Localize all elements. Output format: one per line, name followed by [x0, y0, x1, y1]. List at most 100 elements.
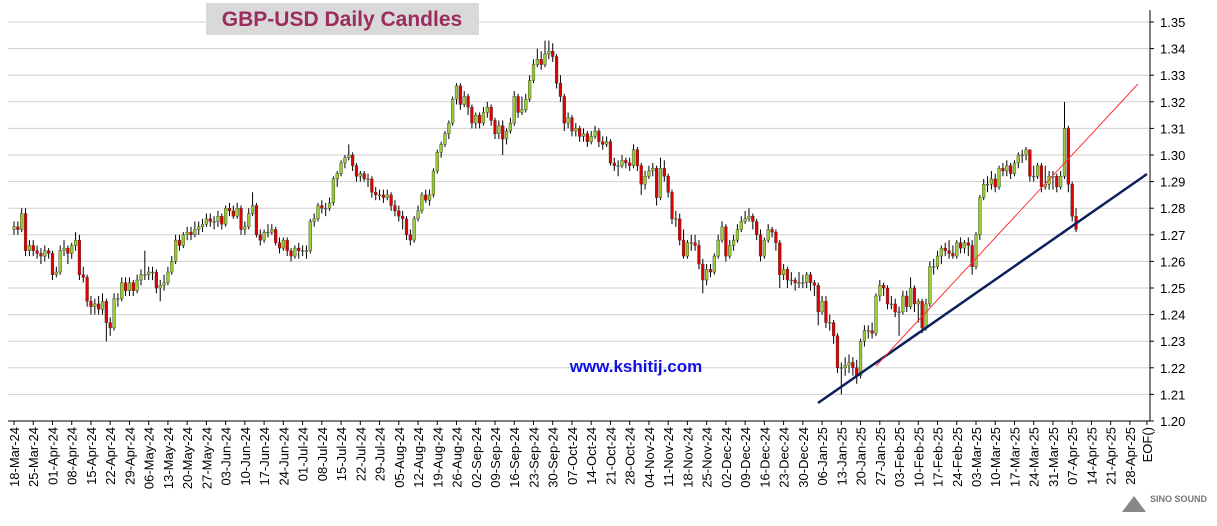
candle-body — [839, 367, 843, 369]
candle-body — [789, 279, 793, 282]
candle-body — [324, 207, 328, 210]
y-tick-label: 1.28 — [1160, 201, 1185, 216]
candle-body — [705, 269, 709, 281]
candle-body — [451, 98, 455, 124]
candle-body — [974, 234, 978, 267]
candle-body — [697, 245, 701, 265]
x-tick-label: 14-Apr-25 — [1084, 427, 1099, 485]
candle-body — [935, 255, 940, 267]
candle-body — [58, 250, 62, 273]
x-tick-label: 21-Oct-24 — [603, 427, 618, 485]
x-tick-label: 22-Jul-24 — [353, 427, 368, 481]
logo-text: SINO SOUND — [1150, 494, 1208, 504]
x-tick-label: 01-Apr-24 — [45, 427, 60, 485]
candle-body — [116, 298, 120, 300]
x-tick-label: 09-Dec-24 — [738, 427, 753, 488]
candle-body — [566, 117, 570, 124]
candle-body — [670, 192, 674, 220]
candle-body — [601, 141, 605, 145]
candle-body — [66, 247, 70, 254]
candle-body — [189, 231, 193, 235]
candle-body — [374, 192, 378, 196]
candle-body — [689, 242, 693, 244]
candle-body — [108, 322, 112, 329]
candle-body — [70, 245, 74, 254]
candle-body — [478, 114, 482, 124]
candle-body — [293, 247, 297, 257]
x-tick-label: 11-Nov-24 — [661, 427, 676, 487]
candle-body — [1035, 165, 1040, 177]
chart-title: GBP-USD Daily Candles — [222, 8, 462, 31]
candle-body — [897, 311, 901, 313]
candle-body — [597, 130, 601, 142]
candle-body — [808, 274, 813, 283]
candle-body — [939, 247, 943, 257]
candle-body — [216, 215, 220, 222]
y-tick-label: 1.22 — [1160, 361, 1185, 376]
candle-body — [27, 245, 31, 251]
title-box — [206, 3, 479, 35]
support-trendline — [817, 172, 1148, 405]
candle-body — [89, 301, 93, 307]
candle-body — [778, 242, 782, 275]
candle-body — [558, 82, 563, 97]
candle-body — [658, 168, 663, 198]
x-tick-label: 20-Jan-25 — [854, 427, 869, 486]
candle-body — [843, 364, 847, 369]
candle-body — [847, 362, 851, 366]
y-tick-label: 1.35 — [1160, 15, 1185, 30]
x-tick-label: 16-Dec-24 — [757, 427, 772, 488]
candle-body — [966, 242, 970, 246]
candle-body — [516, 96, 520, 113]
y-tick-label: 1.26 — [1160, 254, 1185, 269]
x-tick-label: 03-Mar-25 — [969, 427, 984, 487]
candle-body — [801, 282, 805, 284]
channel-trendline — [875, 83, 1139, 367]
candle-body — [901, 295, 905, 313]
x-tick-label: 03-Feb-25 — [892, 427, 907, 487]
candle-body — [93, 303, 97, 307]
candle-body — [35, 250, 39, 254]
candle-body — [885, 287, 890, 305]
candle-body — [489, 106, 493, 121]
logo: SINO SOUND — [1122, 494, 1208, 512]
candle-body — [220, 215, 224, 225]
candle-body — [470, 106, 474, 124]
candle-body — [620, 160, 624, 166]
candle-body — [793, 279, 797, 283]
x-tick-label: 25-Mar-24 — [26, 427, 41, 487]
candle-body — [81, 274, 85, 278]
candle-body — [274, 229, 278, 243]
candle-body — [339, 162, 343, 174]
candle-body — [616, 165, 620, 167]
x-tick-label: 25-Nov-24 — [700, 427, 715, 488]
x-tick-label: 06-May-24 — [142, 427, 157, 489]
candle-body — [277, 242, 282, 249]
candle-body — [424, 194, 428, 201]
y-tick-label: 1.21 — [1160, 387, 1185, 402]
candle-body — [647, 170, 651, 177]
x-tick-label: 08-Apr-24 — [65, 427, 80, 485]
candle-body — [701, 263, 705, 281]
candle-body — [174, 239, 178, 262]
candle-body — [43, 250, 47, 257]
candle-body — [508, 122, 512, 132]
candle-body — [20, 213, 24, 230]
candle-body — [504, 130, 509, 140]
candle-body — [73, 239, 78, 246]
candle-body — [943, 247, 947, 251]
candle-body — [131, 282, 135, 291]
x-tick-label: 16-Sep-24 — [507, 427, 522, 488]
candle-body — [193, 229, 197, 235]
x-ticks: 18-Mar-24 25-Mar-24 01-Apr-24 08-Apr-24 15-A… — [7, 421, 1155, 489]
x-tick-label: 07-Oct-24 — [565, 427, 580, 485]
x-tick-label: 02-Sep-24 — [469, 427, 484, 488]
candle-body — [447, 122, 451, 134]
candle-body — [639, 165, 643, 185]
candle-body — [343, 157, 347, 164]
y-tick-label: 1.30 — [1160, 148, 1185, 163]
candle-body — [185, 231, 189, 235]
candle-body — [181, 234, 185, 246]
candle-body — [100, 301, 105, 310]
